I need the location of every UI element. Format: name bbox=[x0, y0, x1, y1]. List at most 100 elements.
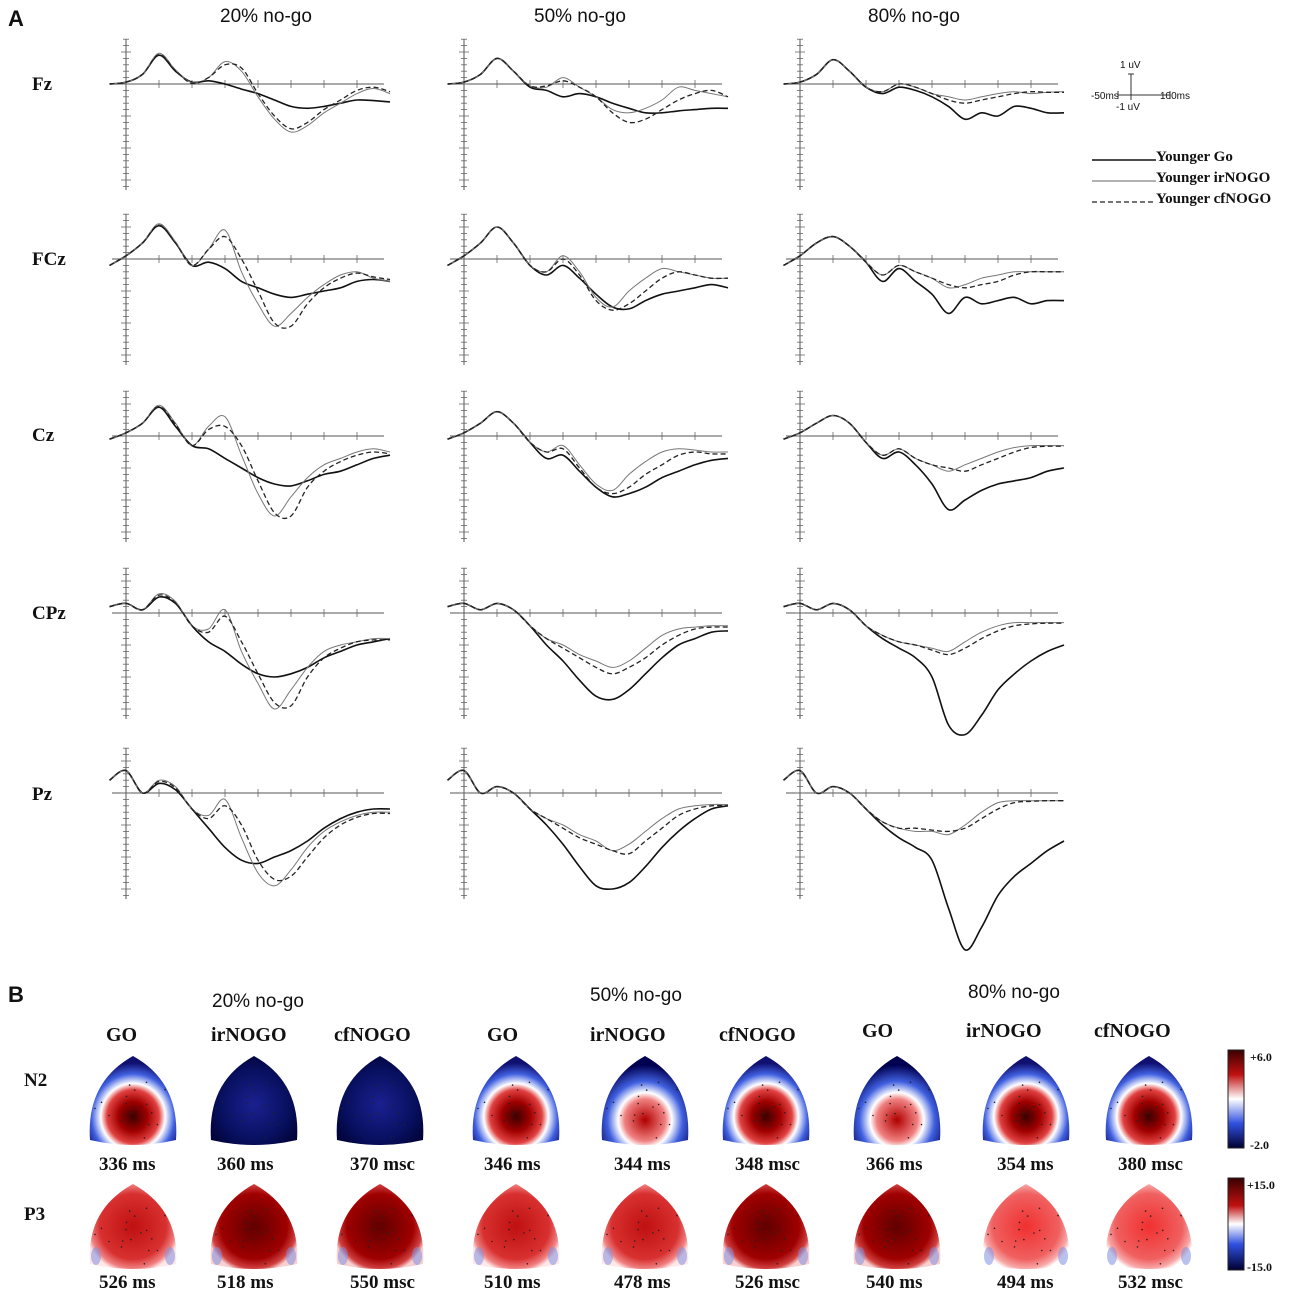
electrode-dot bbox=[928, 1088, 930, 1091]
electrode-dot bbox=[1038, 1229, 1041, 1232]
electrode-dot bbox=[915, 1238, 917, 1240]
electrode-dot bbox=[1141, 1102, 1143, 1105]
series-younger-cfnogo bbox=[109, 405, 391, 520]
topomap-n2-cfnogo-80 bbox=[1105, 1056, 1193, 1145]
electrode-dot bbox=[892, 1084, 895, 1086]
electrode-dot bbox=[108, 1240, 110, 1243]
latency-n2-cfnogo-80: 380 msc bbox=[1118, 1154, 1183, 1175]
scale-label-uv-pos: 1 uV bbox=[1120, 60, 1141, 71]
topomap-edge bbox=[212, 1247, 222, 1265]
electrode-dot bbox=[773, 1106, 775, 1108]
electrode-dot bbox=[858, 1233, 860, 1236]
electrode-dot bbox=[1110, 1233, 1112, 1236]
electrode-dot bbox=[403, 1123, 406, 1126]
topomap-edge bbox=[412, 1247, 422, 1265]
topomap-n2-go-80 bbox=[853, 1056, 941, 1145]
electrode-dot bbox=[663, 1112, 665, 1114]
electrode-dot bbox=[513, 1112, 515, 1115]
electrode-dot bbox=[1057, 1214, 1059, 1217]
electrode-dot bbox=[657, 1229, 660, 1232]
electrode-dot bbox=[1159, 1137, 1162, 1139]
electrode-dot bbox=[1036, 1137, 1039, 1139]
electrode-dot bbox=[1026, 1215, 1029, 1217]
electrode-dot bbox=[758, 1228, 760, 1231]
topomap-p3-irnogo-20 bbox=[210, 1184, 298, 1269]
electrode-dot bbox=[1013, 1246, 1016, 1248]
topomap-head bbox=[982, 1184, 1070, 1269]
electrode-dot bbox=[1124, 1240, 1126, 1243]
electrode-dot bbox=[872, 1114, 874, 1117]
electrode-dot bbox=[920, 1123, 923, 1126]
electrode-dot bbox=[889, 1095, 892, 1098]
electrode-dot bbox=[242, 1240, 245, 1242]
electrode-dot bbox=[372, 1228, 374, 1231]
electrode-dot bbox=[100, 1101, 103, 1104]
electrode-dot bbox=[727, 1107, 729, 1110]
electrode-dot bbox=[130, 1238, 132, 1241]
electrode-dot bbox=[884, 1120, 887, 1122]
electrode-dot bbox=[789, 1249, 792, 1252]
erp-panel-fcz-20 bbox=[109, 213, 391, 365]
topomap-edge bbox=[548, 1247, 558, 1265]
electrode-dot bbox=[221, 1101, 224, 1104]
electrode-dot bbox=[372, 1102, 374, 1105]
erp-panel-cpz-50 bbox=[447, 567, 729, 719]
electrode-dot bbox=[1156, 1232, 1158, 1234]
electrode-dot bbox=[403, 1249, 406, 1252]
electrode-dot bbox=[140, 1106, 142, 1108]
electrode-dot bbox=[928, 1214, 930, 1217]
electrode-dot bbox=[128, 1210, 131, 1212]
electrode-dot bbox=[368, 1114, 371, 1116]
electrode-dot bbox=[1146, 1238, 1148, 1241]
series-younger-irnogo bbox=[783, 769, 1064, 836]
electrode-dot bbox=[640, 1210, 643, 1212]
electrode-dot bbox=[508, 1095, 511, 1098]
erp-panel-fz-80 bbox=[783, 38, 1065, 190]
electrode-dot bbox=[1116, 1227, 1119, 1230]
electrode-dot bbox=[539, 1123, 542, 1126]
electrode-dot bbox=[1041, 1249, 1043, 1252]
electrode-dot bbox=[778, 1229, 781, 1232]
electrode-dot bbox=[503, 1246, 506, 1248]
electrode-dot bbox=[645, 1215, 648, 1217]
electrode-dot bbox=[242, 1114, 245, 1116]
electrode-dot bbox=[94, 1233, 96, 1236]
electrode-dot bbox=[1018, 1095, 1021, 1098]
erp-panel-fz-50 bbox=[447, 38, 729, 190]
latency-p3-cfnogo-20: 550 msc bbox=[350, 1272, 415, 1293]
electrode-dot bbox=[1164, 1123, 1166, 1126]
electrode-dot bbox=[164, 1088, 166, 1091]
topo-title-80: 80% no-go bbox=[968, 982, 1060, 1003]
electrode-dot bbox=[372, 1095, 375, 1098]
topomap-p3-irnogo-80 bbox=[982, 1184, 1070, 1269]
electrode-dot bbox=[1159, 1263, 1162, 1265]
series-younger-cfnogo bbox=[447, 57, 729, 124]
trial-type-cfnogo-20: cfNOGO bbox=[334, 1024, 411, 1046]
erp-panel-pz-20 bbox=[109, 747, 391, 899]
topomap-p3-cfnogo-50 bbox=[722, 1184, 810, 1269]
panel-letter-a: A bbox=[8, 6, 24, 31]
electrode-dot bbox=[251, 1112, 253, 1115]
electrode-dot bbox=[504, 1114, 507, 1116]
electrode-dot bbox=[1018, 1228, 1020, 1231]
series-younger-cfnogo bbox=[783, 602, 1065, 656]
erp-panel-pz-80 bbox=[783, 747, 1065, 951]
electrode-dot bbox=[612, 1101, 615, 1104]
electrode-dot bbox=[368, 1240, 371, 1242]
series-younger-go bbox=[447, 57, 729, 114]
electrode-dot bbox=[1136, 1246, 1139, 1248]
scale-label-uv-neg: -1 uV bbox=[1116, 102, 1140, 113]
electrode-dot bbox=[215, 1107, 217, 1110]
electrode-dot bbox=[1161, 1081, 1164, 1084]
latency-n2-go-80: 366 ms bbox=[866, 1154, 923, 1175]
electrode-dot bbox=[411, 1214, 413, 1217]
panel-letter-b: B bbox=[8, 982, 24, 1007]
trial-type-go-80: GO bbox=[862, 1020, 894, 1042]
electrode-dot bbox=[547, 1214, 549, 1217]
electrode-dot bbox=[642, 1238, 644, 1241]
electrode-dot bbox=[491, 1240, 493, 1243]
electrode-dot bbox=[758, 1095, 761, 1098]
electrode-dot bbox=[889, 1102, 891, 1105]
electrode-dot bbox=[1057, 1088, 1059, 1091]
electrode-dot bbox=[652, 1106, 654, 1108]
